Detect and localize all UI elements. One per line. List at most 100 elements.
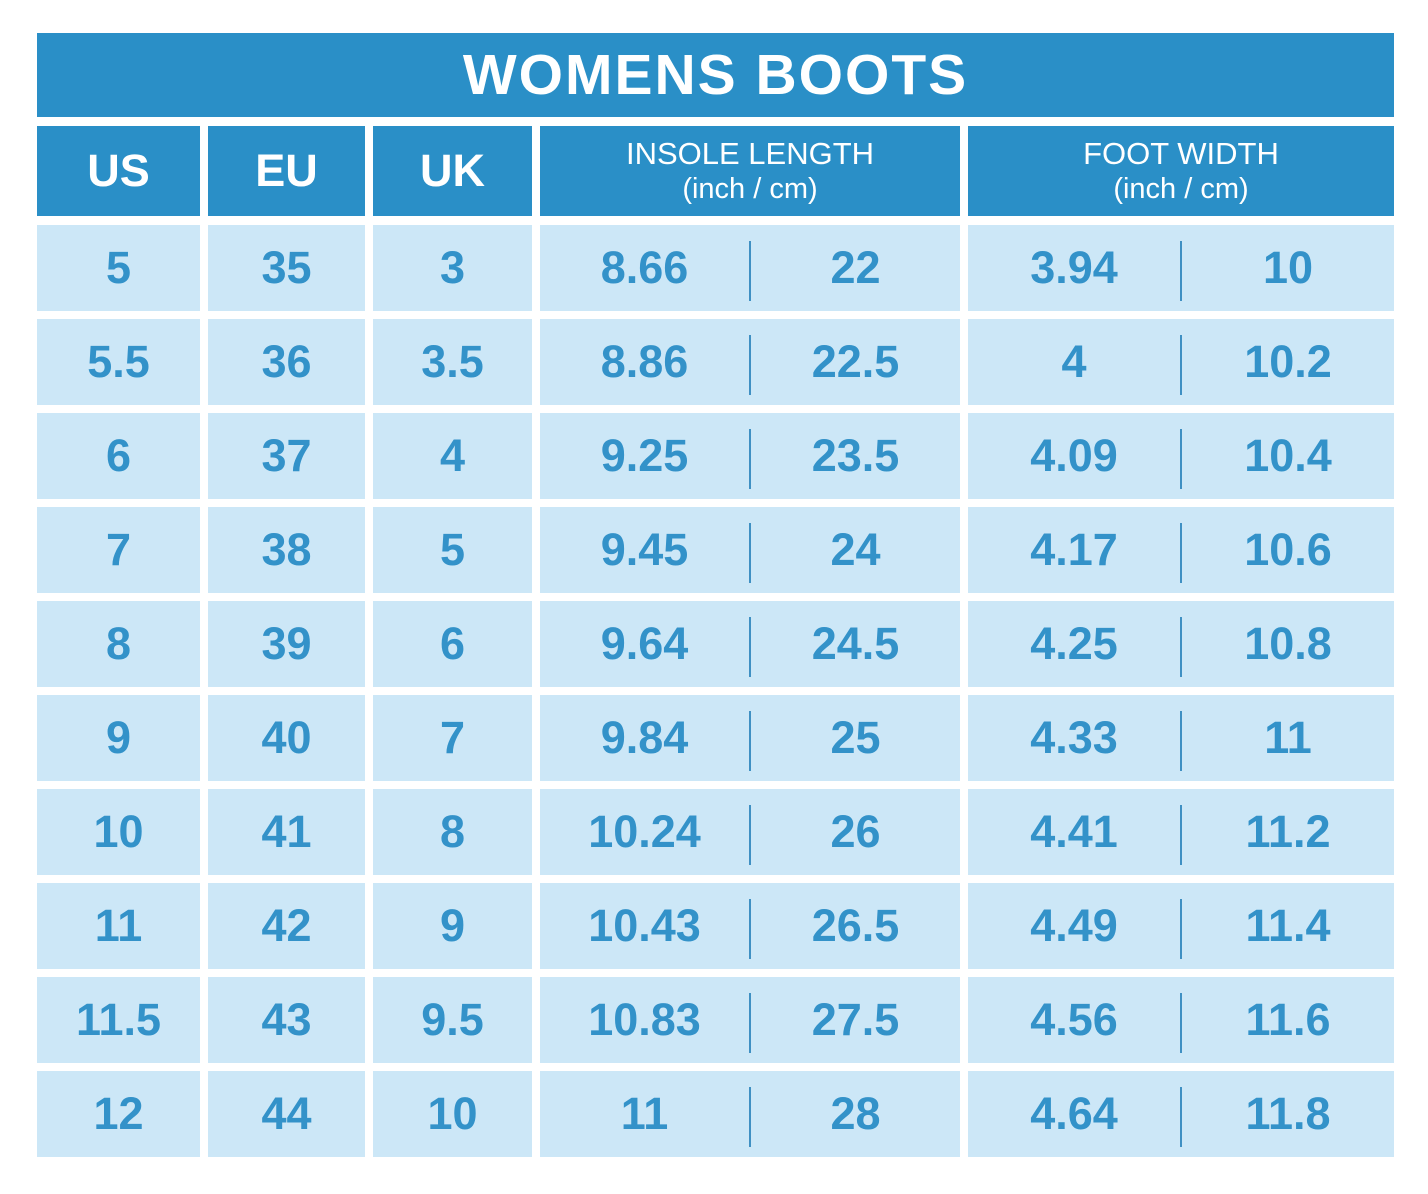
foot-width-cm-value: 10.6 (1244, 524, 1332, 575)
foot-width-inch-value: 3.94 (1030, 242, 1118, 293)
table-header-row: US EU UK INSOLE LENGTH (inch / cm) FOOT … (37, 126, 1394, 216)
us-size-cell: 10 (37, 789, 200, 875)
insole-length-cm-value: 23.5 (811, 430, 900, 481)
foot-width-inch-value: 4.49 (1030, 900, 1118, 951)
table-row: 5.5 36 3.5 8.86 22.5 4 10.2 (37, 319, 1394, 405)
foot-width-inch-value: 4.09 (1030, 430, 1118, 481)
insole-length-inch-value: 9.64 (600, 618, 689, 669)
uk-size-cell: 4 (373, 413, 532, 499)
table-row: 7 38 5 9.45 24 4.17 10.6 (37, 507, 1394, 593)
table-row: 9 40 7 9.84 25 4.33 11 (37, 695, 1394, 781)
column-header-uk: UK (373, 126, 532, 216)
uk-size-cell: 9 (373, 883, 532, 969)
chart-title: WOMENS BOOTS (37, 33, 1394, 117)
table-row: 12 44 10 11 28 4.64 11.8 (37, 1071, 1394, 1157)
column-header-label: INSOLE LENGTH (625, 135, 875, 171)
vertical-divider (749, 335, 751, 395)
foot-width-cm-value: 11 (1264, 712, 1312, 763)
us-size-cell: 6 (37, 413, 200, 499)
uk-size-cell: 3.5 (373, 319, 532, 405)
womens-boots-size-chart: WOMENS BOOTS US EU UK INSOLE LENGTH (inc… (37, 33, 1394, 1157)
vertical-divider (1180, 899, 1182, 959)
foot-width-cell: 4 10.2 (968, 319, 1394, 405)
eu-size-cell: 39 (208, 601, 365, 687)
eu-size-cell: 42 (208, 883, 365, 969)
table-row: 11 42 9 10.43 26.5 4.49 11.4 (37, 883, 1394, 969)
vertical-divider (749, 899, 751, 959)
insole-length-cm-value: 24 (830, 524, 881, 575)
foot-width-cell: 4.64 11.8 (968, 1071, 1394, 1157)
eu-size-cell: 37 (208, 413, 365, 499)
vertical-divider (749, 1087, 751, 1147)
us-size-cell: 8 (37, 601, 200, 687)
foot-width-cell: 4.56 11.6 (968, 977, 1394, 1063)
foot-width-inch-value: 4.41 (1030, 806, 1118, 857)
insole-length-cm-value: 26 (830, 806, 881, 857)
column-header-sublabel: (inch / cm) (1113, 173, 1249, 206)
foot-width-inch-value: 4.17 (1030, 524, 1118, 575)
us-size-cell: 12 (37, 1071, 200, 1157)
us-size-cell: 9 (37, 695, 200, 781)
vertical-divider (749, 617, 751, 677)
table-row: 5 35 3 8.66 22 3.94 10 (37, 225, 1394, 311)
column-header-label: FOOT WIDTH (1083, 135, 1279, 171)
insole-length-inch-value: 9.45 (600, 524, 689, 575)
uk-size-cell: 7 (373, 695, 532, 781)
us-size-cell: 5.5 (37, 319, 200, 405)
column-header-insole-length: INSOLE LENGTH (inch / cm) (540, 126, 960, 216)
uk-size-cell: 6 (373, 601, 532, 687)
vertical-divider (749, 523, 751, 583)
insole-length-inch-value: 10.83 (588, 994, 701, 1045)
us-size-cell: 5 (37, 225, 200, 311)
table-row: 10 41 8 10.24 26 4.41 11.2 (37, 789, 1394, 875)
insole-length-cell: 8.86 22.5 (540, 319, 960, 405)
insole-length-cell: 9.25 23.5 (540, 413, 960, 499)
eu-size-cell: 44 (208, 1071, 365, 1157)
insole-length-inch-value: 8.86 (600, 336, 689, 387)
eu-size-cell: 36 (208, 319, 365, 405)
us-size-cell: 7 (37, 507, 200, 593)
insole-length-cm-value: 25 (830, 712, 881, 763)
insole-length-inch-value: 10.24 (588, 806, 701, 857)
vertical-divider (1180, 241, 1182, 301)
insole-length-cm-value: 27.5 (811, 994, 900, 1045)
vertical-divider (1180, 523, 1182, 583)
column-header-foot-width: FOOT WIDTH (inch / cm) (968, 126, 1394, 216)
foot-width-inch-value: 4.64 (1030, 1088, 1118, 1139)
insole-length-cell: 11 28 (540, 1071, 960, 1157)
insole-length-cell: 9.84 25 (540, 695, 960, 781)
eu-size-cell: 43 (208, 977, 365, 1063)
foot-width-cm-value: 10.8 (1244, 618, 1332, 669)
vertical-divider (749, 805, 751, 865)
vertical-divider (1180, 993, 1182, 1053)
table-row: 8 39 6 9.64 24.5 4.25 10.8 (37, 601, 1394, 687)
foot-width-cell: 4.33 11 (968, 695, 1394, 781)
foot-width-cm-value: 10.2 (1244, 336, 1332, 387)
column-header-eu: EU (208, 126, 365, 216)
vertical-divider (1180, 617, 1182, 677)
insole-length-inch-value: 9.84 (600, 712, 689, 763)
insole-length-cm-value: 26.5 (811, 900, 900, 951)
insole-length-cm-value: 22.5 (811, 336, 900, 387)
uk-size-cell: 8 (373, 789, 532, 875)
foot-width-cell: 4.09 10.4 (968, 413, 1394, 499)
vertical-divider (1180, 429, 1182, 489)
vertical-divider (1180, 711, 1182, 771)
eu-size-cell: 41 (208, 789, 365, 875)
table-row: 11.5 43 9.5 10.83 27.5 4.56 11.6 (37, 977, 1394, 1063)
insole-length-cm-value: 22 (830, 242, 881, 293)
insole-length-inch-value: 9.25 (600, 430, 689, 481)
insole-length-cm-value: 28 (830, 1088, 881, 1139)
foot-width-cm-value: 11.8 (1245, 1088, 1331, 1139)
insole-length-cell: 8.66 22 (540, 225, 960, 311)
vertical-divider (749, 429, 751, 489)
insole-length-inch-value: 11 (620, 1088, 669, 1139)
eu-size-cell: 38 (208, 507, 365, 593)
eu-size-cell: 35 (208, 225, 365, 311)
insole-length-cell: 10.83 27.5 (540, 977, 960, 1063)
foot-width-cell: 4.25 10.8 (968, 601, 1394, 687)
us-size-cell: 11.5 (37, 977, 200, 1063)
foot-width-cell: 4.49 11.4 (968, 883, 1394, 969)
us-size-cell: 11 (37, 883, 200, 969)
vertical-divider (749, 711, 751, 771)
